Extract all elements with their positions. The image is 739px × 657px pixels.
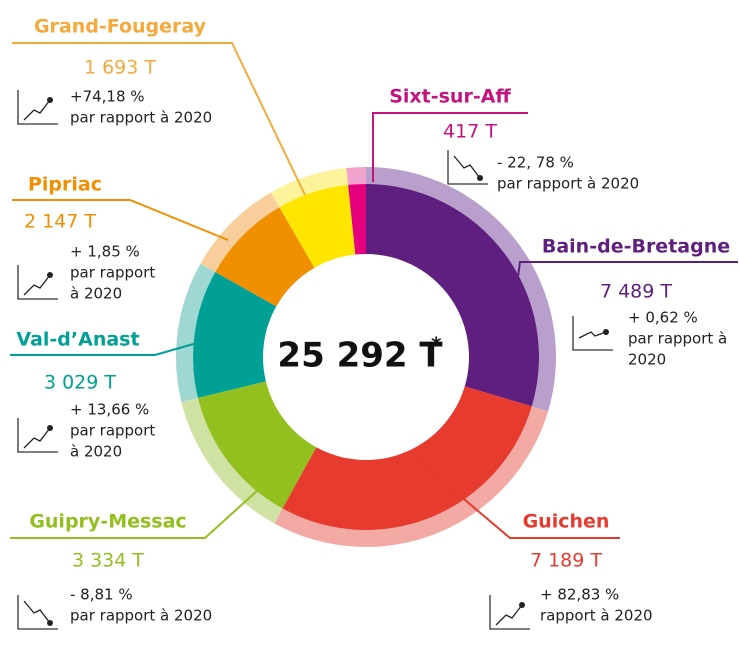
leader-line: [419, 461, 620, 539]
item-name: Bain-de-Bretagne: [542, 236, 730, 258]
segment: [193, 272, 277, 398]
item-comparison: par rapport: [70, 264, 155, 282]
item-name: Grand-Fougeray: [34, 16, 207, 38]
segment: [348, 184, 366, 255]
trend-arrow: [23, 600, 51, 624]
item-comparison: à 2020: [70, 285, 122, 303]
trend-arrow-head: [47, 620, 53, 626]
item-change: + 82,83 %: [540, 586, 619, 604]
item-change: - 22, 78 %: [497, 154, 574, 172]
item-change: + 13,66 %: [70, 401, 149, 419]
item-comparison: par rapport à: [628, 330, 727, 348]
segment-outer: [200, 192, 280, 273]
item-name: Guichen: [523, 511, 610, 533]
item-value: 2 147 T: [24, 211, 96, 233]
item-change: +74,18 %: [70, 88, 145, 106]
leader-line: [12, 42, 306, 196]
item-name: Pipriac: [28, 174, 102, 196]
item-value: 417 T: [443, 121, 497, 143]
item-comparison: à 2020: [70, 443, 122, 461]
trend-arrow: [23, 427, 51, 449]
item-value: 7 489 T: [600, 281, 672, 303]
segment-outer: [366, 167, 556, 412]
leader-line: [372, 112, 528, 182]
trend-arrow: [495, 604, 523, 626]
item-change: + 1,85 %: [70, 243, 140, 261]
trend-frame: [447, 150, 488, 185]
segment: [366, 184, 540, 407]
item-name: Guipry-Messac: [29, 511, 186, 533]
total-mark: *: [431, 333, 442, 357]
trend-arrow: [23, 99, 51, 121]
item-value: 7 189 T: [530, 550, 602, 572]
segment: [197, 381, 317, 509]
item-change: + 0,62 %: [628, 309, 698, 327]
item-comparison: rapport à 2020: [540, 607, 653, 625]
trend-arrow-head: [477, 175, 483, 181]
trend-arrow: [578, 331, 607, 339]
leader-line: [10, 342, 198, 356]
item-comparison: par rapport à 2020: [70, 607, 212, 625]
segment: [282, 386, 532, 530]
trend-arrow-head: [47, 425, 53, 431]
item-name: Sixt-sur-Aff: [389, 86, 511, 108]
trend-frame: [17, 265, 58, 300]
trend-frame: [17, 90, 58, 125]
item-name: Val-d’Anast: [16, 329, 139, 351]
item-comparison: par rapport à 2020: [70, 109, 212, 127]
trend-frame: [17, 595, 58, 630]
trend-arrow-head: [519, 602, 525, 608]
trend-arrow-head: [603, 329, 609, 335]
item-comparison: 2020: [628, 351, 666, 369]
leader-line: [514, 261, 738, 301]
item-comparison: par rapport: [70, 422, 155, 440]
segment: [279, 184, 356, 268]
trend-frame: [17, 418, 58, 453]
segment-outer: [346, 167, 366, 185]
item-change: - 8,81 %: [70, 586, 133, 604]
item-value: 3 029 T: [44, 372, 116, 394]
segment: [215, 207, 315, 307]
item-comparison: par rapport à 2020: [497, 175, 639, 193]
leader-line: [12, 199, 229, 241]
leader-line: [10, 489, 259, 539]
trend-frame: [489, 595, 530, 630]
trend-arrow-head: [47, 272, 53, 278]
trend-frame: [572, 316, 613, 351]
segment-outer: [270, 168, 349, 208]
total: 25 292 T: [277, 336, 443, 376]
item-value: 3 334 T: [72, 550, 144, 572]
item-value: 1 693 T: [84, 57, 156, 79]
segment-outer: [274, 406, 549, 547]
trend-arrow: [23, 274, 51, 296]
segment-outer: [176, 263, 216, 402]
trend-arrow: [453, 155, 481, 179]
trend-arrow-head: [47, 97, 53, 103]
